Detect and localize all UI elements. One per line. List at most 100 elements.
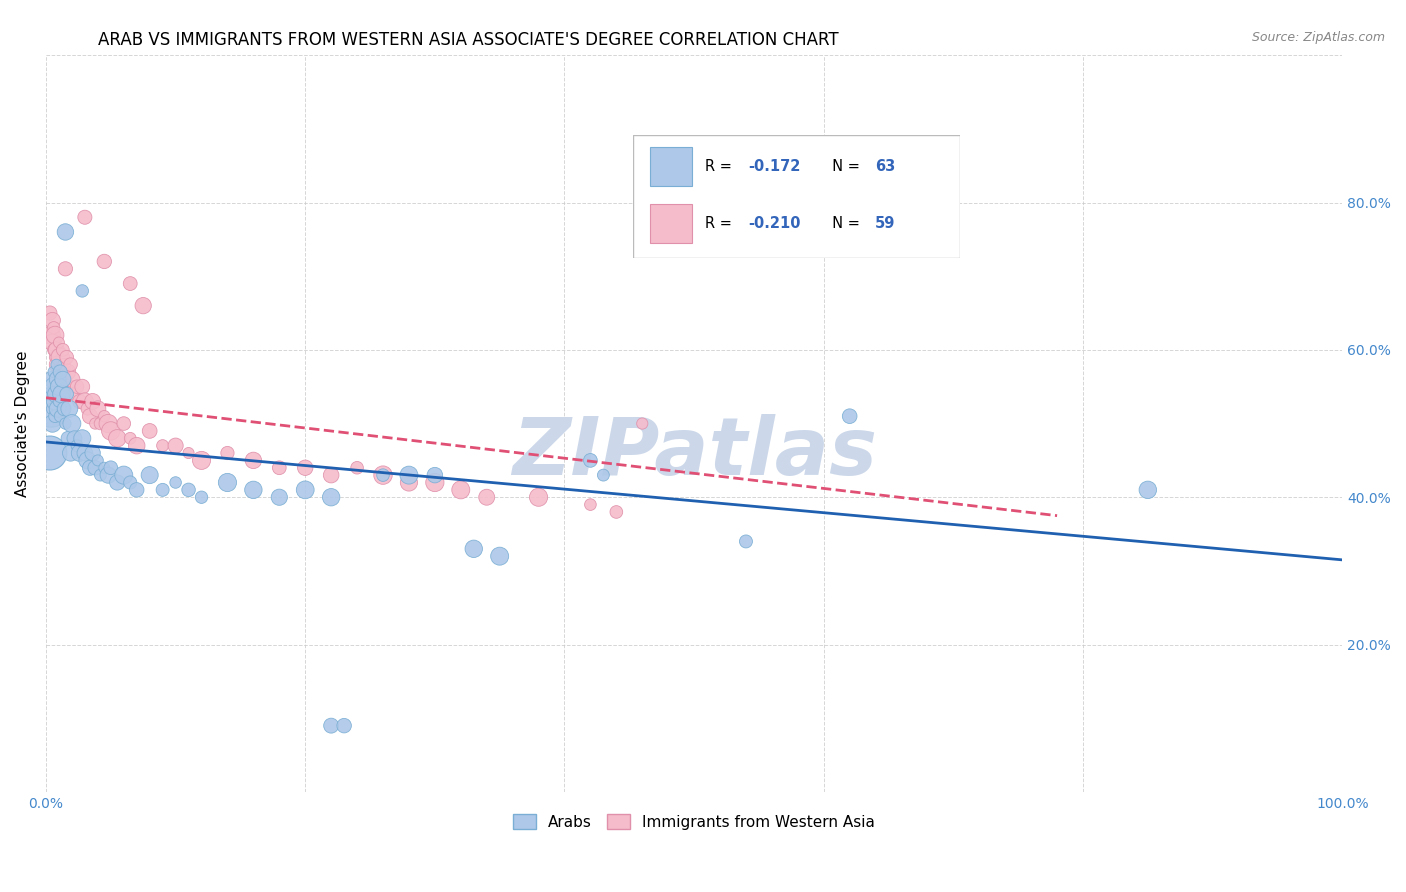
Point bbox=[93, 254, 115, 268]
Point bbox=[55, 261, 77, 276]
Point bbox=[89, 417, 111, 431]
Point bbox=[398, 475, 420, 490]
Point bbox=[49, 365, 72, 379]
Point bbox=[76, 453, 98, 467]
Point bbox=[59, 358, 82, 372]
Point bbox=[72, 380, 94, 394]
Point bbox=[190, 490, 212, 504]
Text: 59: 59 bbox=[876, 216, 896, 231]
Point bbox=[48, 335, 70, 350]
Point bbox=[44, 394, 66, 409]
Point bbox=[605, 505, 627, 519]
Point bbox=[294, 460, 316, 475]
Point bbox=[112, 417, 135, 431]
Point bbox=[112, 468, 135, 483]
Point bbox=[42, 365, 65, 379]
Point bbox=[217, 446, 239, 460]
Point bbox=[87, 401, 110, 416]
Point bbox=[73, 446, 96, 460]
Point bbox=[55, 372, 77, 386]
Text: 63: 63 bbox=[876, 159, 896, 174]
Point bbox=[105, 431, 128, 445]
Point bbox=[423, 475, 446, 490]
Point bbox=[423, 468, 446, 483]
Point bbox=[51, 387, 73, 401]
Point bbox=[93, 409, 115, 424]
Text: ARAB VS IMMIGRANTS FROM WESTERN ASIA ASSOCIATE'S DEGREE CORRELATION CHART: ARAB VS IMMIGRANTS FROM WESTERN ASIA ASS… bbox=[98, 31, 839, 49]
Point bbox=[58, 380, 80, 394]
Point bbox=[475, 490, 498, 504]
Point bbox=[120, 277, 142, 291]
Point bbox=[55, 417, 77, 431]
Point bbox=[73, 211, 96, 225]
Point bbox=[76, 401, 98, 416]
Point bbox=[53, 401, 76, 416]
Point bbox=[346, 460, 368, 475]
Point bbox=[39, 372, 62, 386]
Point bbox=[105, 475, 128, 490]
FancyBboxPatch shape bbox=[650, 203, 692, 244]
Point bbox=[269, 490, 291, 504]
Point bbox=[177, 446, 200, 460]
Point bbox=[44, 350, 66, 364]
Point bbox=[48, 380, 70, 394]
Point bbox=[217, 475, 239, 490]
Point bbox=[66, 380, 89, 394]
Point bbox=[42, 320, 65, 334]
Point bbox=[60, 417, 83, 431]
Point bbox=[55, 350, 77, 364]
Point bbox=[82, 446, 104, 460]
Text: N =: N = bbox=[823, 159, 865, 174]
Point bbox=[371, 468, 394, 483]
Y-axis label: Associate's Degree: Associate's Degree bbox=[15, 351, 30, 497]
Point bbox=[120, 475, 142, 490]
Point bbox=[38, 306, 60, 320]
Point bbox=[579, 453, 602, 467]
Point bbox=[125, 483, 148, 497]
Point bbox=[138, 468, 160, 483]
Point bbox=[44, 409, 66, 424]
Point bbox=[58, 401, 80, 416]
Point bbox=[51, 365, 73, 379]
Point bbox=[592, 468, 614, 483]
Point bbox=[93, 460, 115, 475]
Point bbox=[53, 358, 76, 372]
FancyBboxPatch shape bbox=[633, 135, 960, 258]
Point bbox=[49, 350, 72, 364]
Point bbox=[56, 365, 79, 379]
Point bbox=[321, 468, 343, 483]
Point bbox=[39, 328, 62, 343]
Point bbox=[79, 409, 101, 424]
Point bbox=[52, 372, 75, 386]
Point bbox=[45, 387, 67, 401]
Point bbox=[41, 401, 63, 416]
Legend: Arabs, Immigrants from Western Asia: Arabs, Immigrants from Western Asia bbox=[506, 807, 882, 836]
FancyBboxPatch shape bbox=[650, 147, 692, 186]
Point bbox=[371, 468, 394, 483]
Point bbox=[72, 431, 94, 445]
Point bbox=[66, 439, 89, 453]
Point bbox=[463, 541, 485, 556]
Point bbox=[269, 460, 291, 475]
Point bbox=[59, 446, 82, 460]
Point bbox=[84, 417, 107, 431]
Point bbox=[631, 417, 654, 431]
Text: Source: ZipAtlas.com: Source: ZipAtlas.com bbox=[1251, 31, 1385, 45]
Text: R =: R = bbox=[706, 159, 737, 174]
Point bbox=[45, 343, 67, 357]
Point bbox=[39, 401, 62, 416]
Point bbox=[735, 534, 758, 549]
Point bbox=[132, 299, 155, 313]
Point bbox=[838, 409, 860, 424]
Text: -0.172: -0.172 bbox=[748, 159, 800, 174]
Point bbox=[45, 358, 67, 372]
Point bbox=[52, 343, 75, 357]
Point bbox=[138, 424, 160, 438]
Point bbox=[321, 490, 343, 504]
Point bbox=[177, 483, 200, 497]
Point bbox=[165, 475, 187, 490]
Point bbox=[579, 498, 602, 512]
Point bbox=[527, 490, 550, 504]
Point bbox=[321, 719, 343, 733]
Point bbox=[120, 431, 142, 445]
